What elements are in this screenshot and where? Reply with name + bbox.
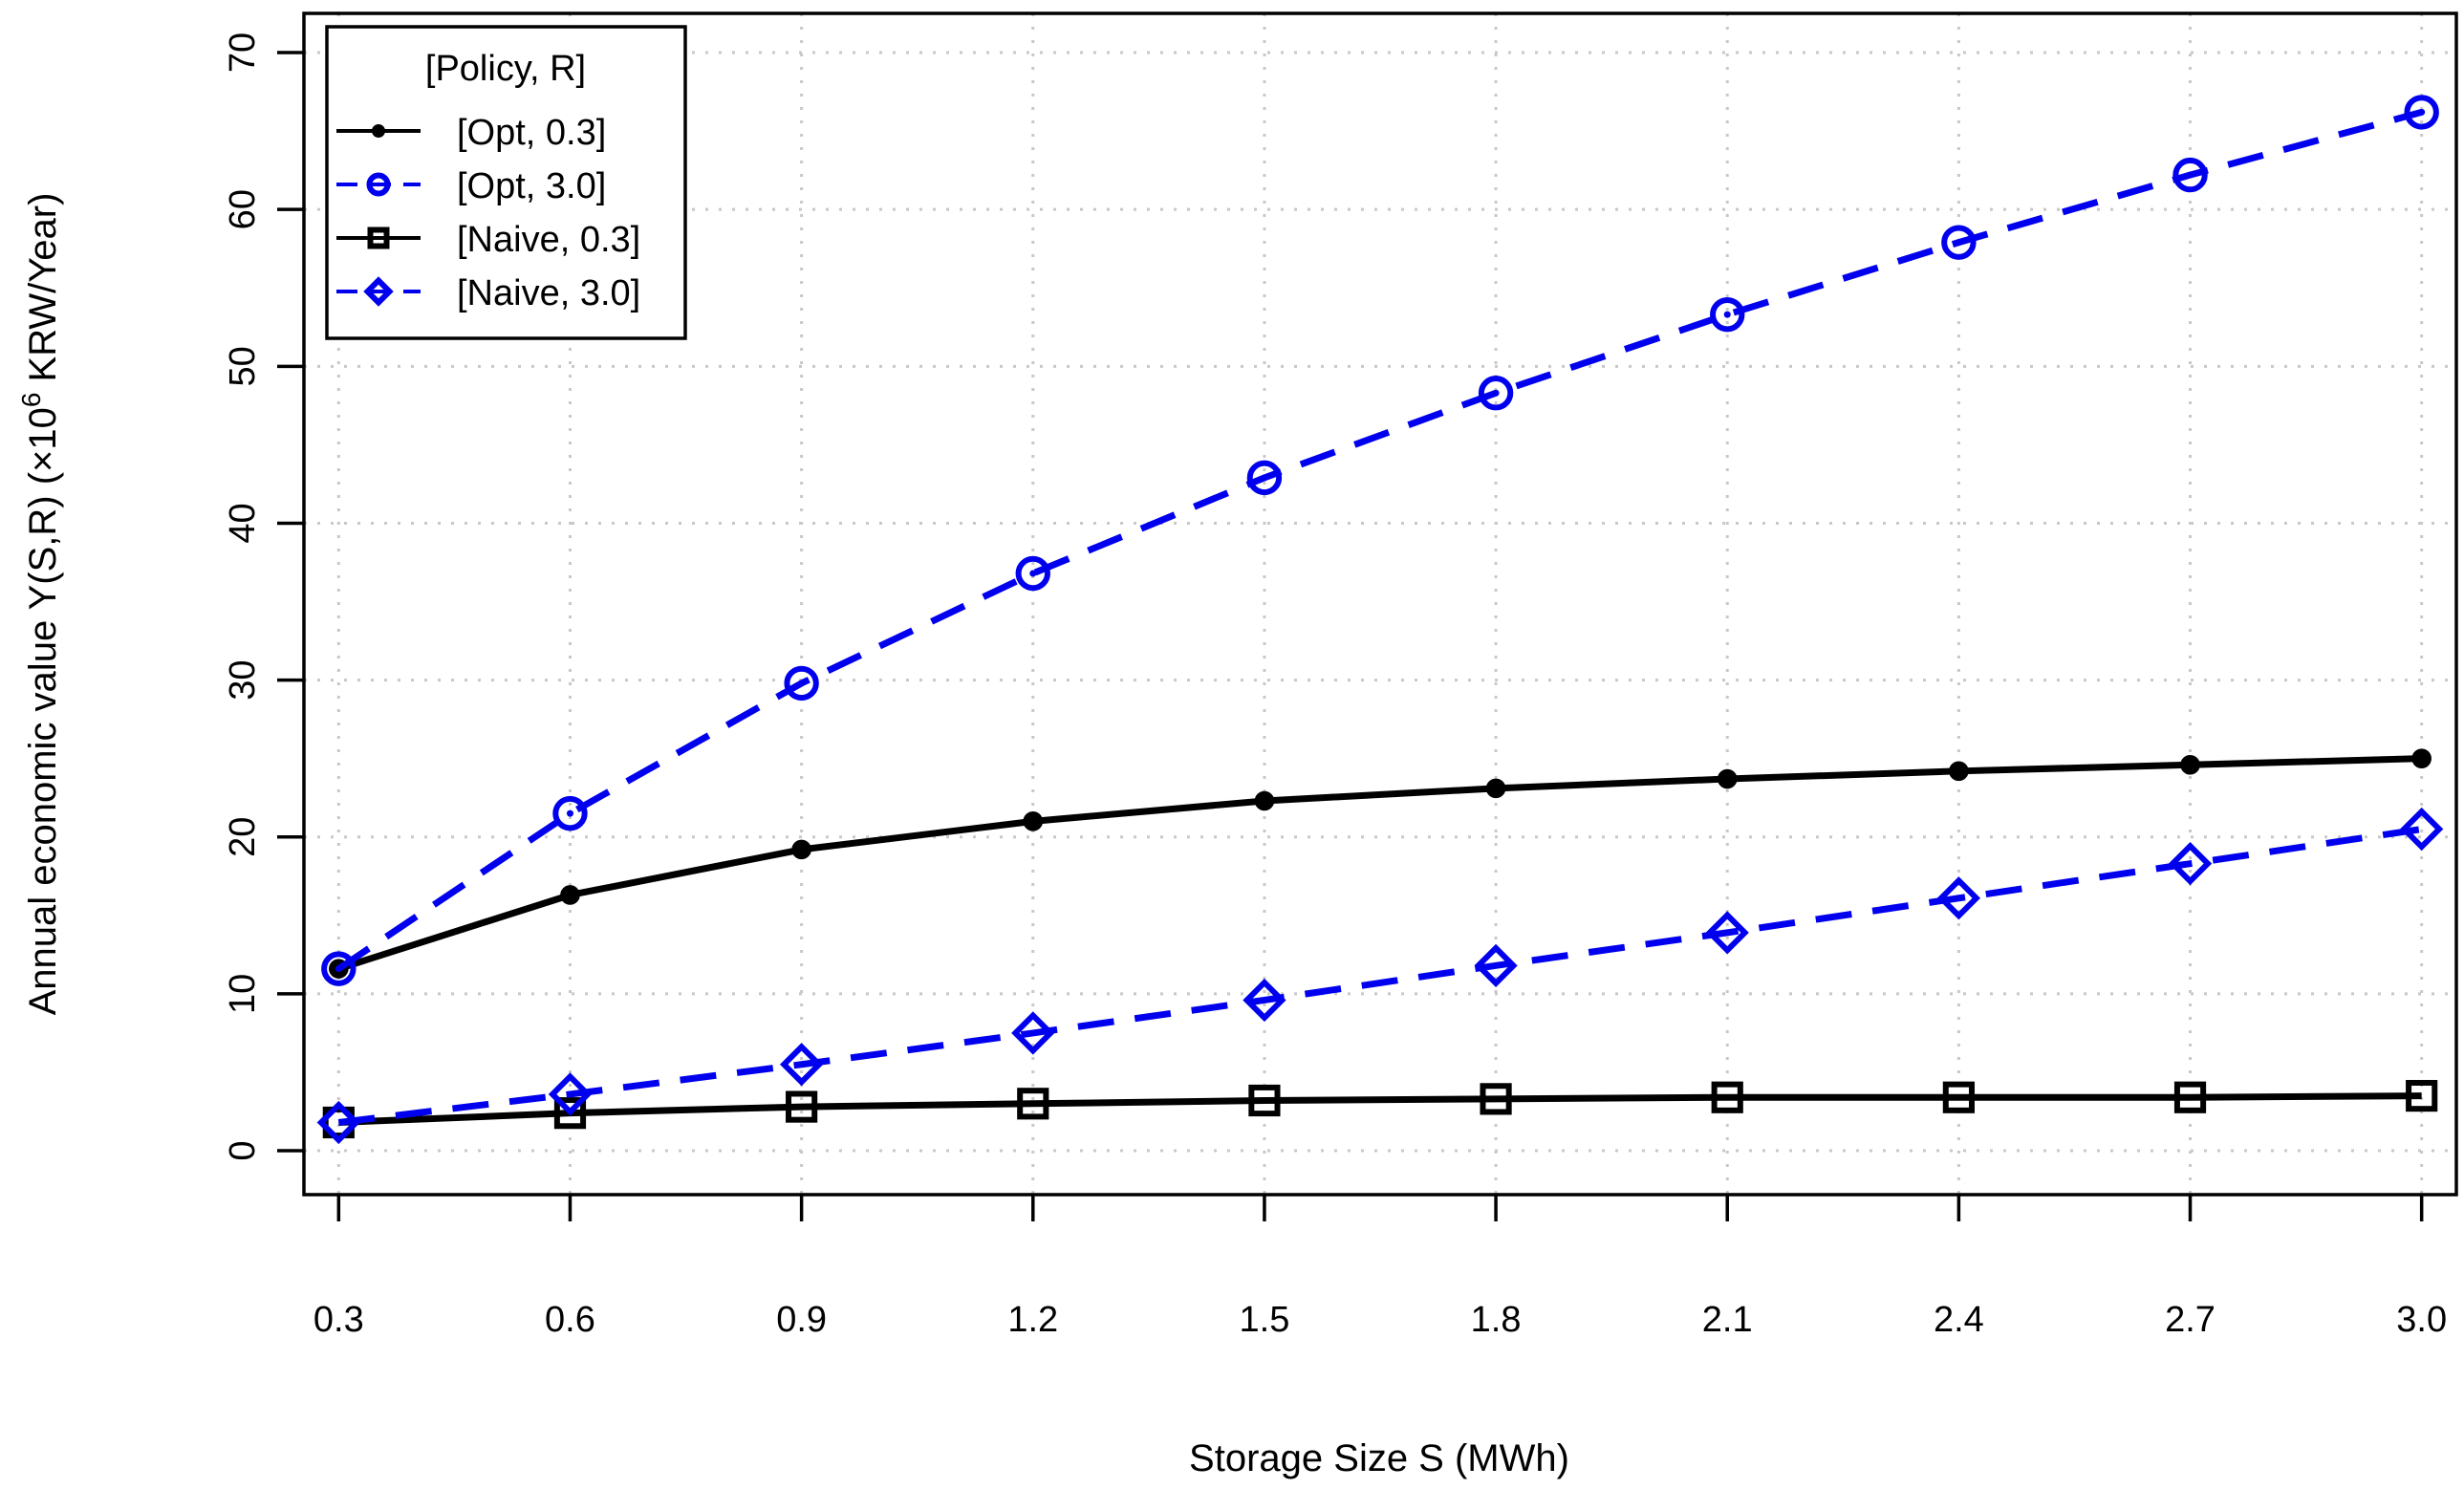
marker-point-center [566,809,573,817]
marker-point [2406,1079,2438,1112]
series-line [338,1092,2422,1126]
x-tick-label: 1.5 [1240,1300,1290,1340]
x-tick-label: 0.9 [776,1300,827,1340]
legend-entry: [Opt, 3.0] [336,166,606,206]
marker-point [2173,1081,2207,1113]
y-tick-label: 70 [223,32,263,73]
marker-point [1254,790,1275,811]
marker-point [2180,754,2200,775]
marker-point [560,885,580,905]
legend-label: [Naive, 0.3] [457,220,640,260]
marker-point [1248,1084,1281,1117]
x-tick-label: 2.4 [1934,1300,1984,1340]
marker-point-center [1723,311,1731,318]
marker-point [1949,761,1969,782]
legend-entry: [Naive, 0.3] [336,220,640,260]
marker-point [1941,225,1977,260]
marker-point [2404,95,2439,130]
marker-point [2168,842,2213,886]
series-opt-3-0 [321,95,2439,986]
marker-point [1474,943,1518,987]
marker-point [1942,1081,1975,1113]
marker-point [1705,911,1749,955]
legend-title: [Policy, R] [425,49,586,89]
y-axis-label: Annual economic value Y(S,R) (×106 KRW/Y… [16,193,64,1016]
marker-point-center [2187,171,2194,179]
marker-point [784,665,819,701]
x-tick-label: 2.7 [2165,1300,2215,1340]
y-tick-label: 20 [223,817,263,857]
x-tick-label: 3.0 [2396,1300,2447,1340]
marker-point [372,124,385,138]
x-axis-label: Storage Size S (MWh) [1189,1437,1569,1479]
marker-point [553,1097,587,1130]
y-tick-label: 30 [223,659,263,700]
marker-point-center [1261,474,1268,482]
x-tick-label: 2.1 [1702,1300,1753,1340]
y-tick-label: 10 [223,974,263,1014]
legend: [Policy, R] [Opt, 0.3] [Opt, 3.0] [Naive, … [325,25,687,340]
series-opt-0-3 [329,748,2432,979]
marker-point-center [798,680,806,687]
x-tick-label: 1.8 [1471,1300,1522,1340]
series-layer [316,95,2444,1145]
grid [304,13,2456,1195]
marker-point [1015,555,1050,592]
marker-point [1711,1081,1743,1113]
marker-point-center [1955,239,1962,247]
plot-frame [302,11,2458,1197]
legend-entries: [Opt, 0.3] [Opt, 3.0] [Naive, 0.3] [Naive, … [336,113,640,313]
marker-point-center [1492,389,1500,397]
marker-point [1017,1088,1049,1120]
marker-point [1710,296,1745,333]
series-naive-0-3 [322,1079,2438,1139]
marker-point [1936,876,1981,920]
marker-point [321,951,357,986]
x-tick-label: 0.3 [313,1300,364,1340]
marker-point [791,839,811,860]
marker-point [786,1090,818,1123]
marker-point [363,276,394,307]
legend-label: [Naive, 3.0] [457,273,640,313]
y-tick-label: 60 [223,189,263,229]
series-line [337,755,2422,972]
marker-point-center [2418,108,2426,116]
marker-point [1243,978,1286,1023]
series-naive-3-0 [316,807,2444,1145]
marker-point-center [376,182,381,187]
marker-point [316,1100,360,1145]
legend-label: [Opt, 3.0] [457,166,606,206]
x-axis: 0.3 0.6 0.9 1.2 1.5 1.8 2.1 2.4 2.7 3.0 [313,1195,2447,1340]
marker-point-center [335,965,342,973]
series-line [336,109,2423,972]
marker-point [1246,460,1283,496]
marker-point [1717,768,1738,789]
y-tick-label: 50 [223,346,263,386]
marker-point [1011,1011,1055,1055]
legend-entry: [Naive, 3.0] [336,273,640,313]
marker-point [366,172,391,197]
marker-point [1485,778,1506,799]
marker-point [1478,376,1514,411]
marker-point [1023,811,1044,831]
y-tick-label: 40 [223,503,263,543]
legend-entry: [Opt, 0.3] [336,113,606,153]
marker-point [2172,157,2208,193]
marker-point [552,795,588,831]
y-tick-label: 0 [223,1140,263,1160]
x-tick-label: 0.6 [545,1300,595,1340]
y-axis: 0 10 20 30 40 50 60 70 [223,32,304,1161]
marker-point [779,1043,824,1087]
marker-point [548,1072,593,1116]
marker-point [2411,748,2432,768]
legend-label: [Opt, 0.3] [457,113,606,153]
marker-point [1480,1083,1512,1115]
marker-point [2400,807,2444,852]
marker-point-center [1029,570,1037,577]
series-line [337,826,2423,1126]
x-tick-label: 1.2 [1007,1300,1058,1340]
marker-point [367,227,390,249]
